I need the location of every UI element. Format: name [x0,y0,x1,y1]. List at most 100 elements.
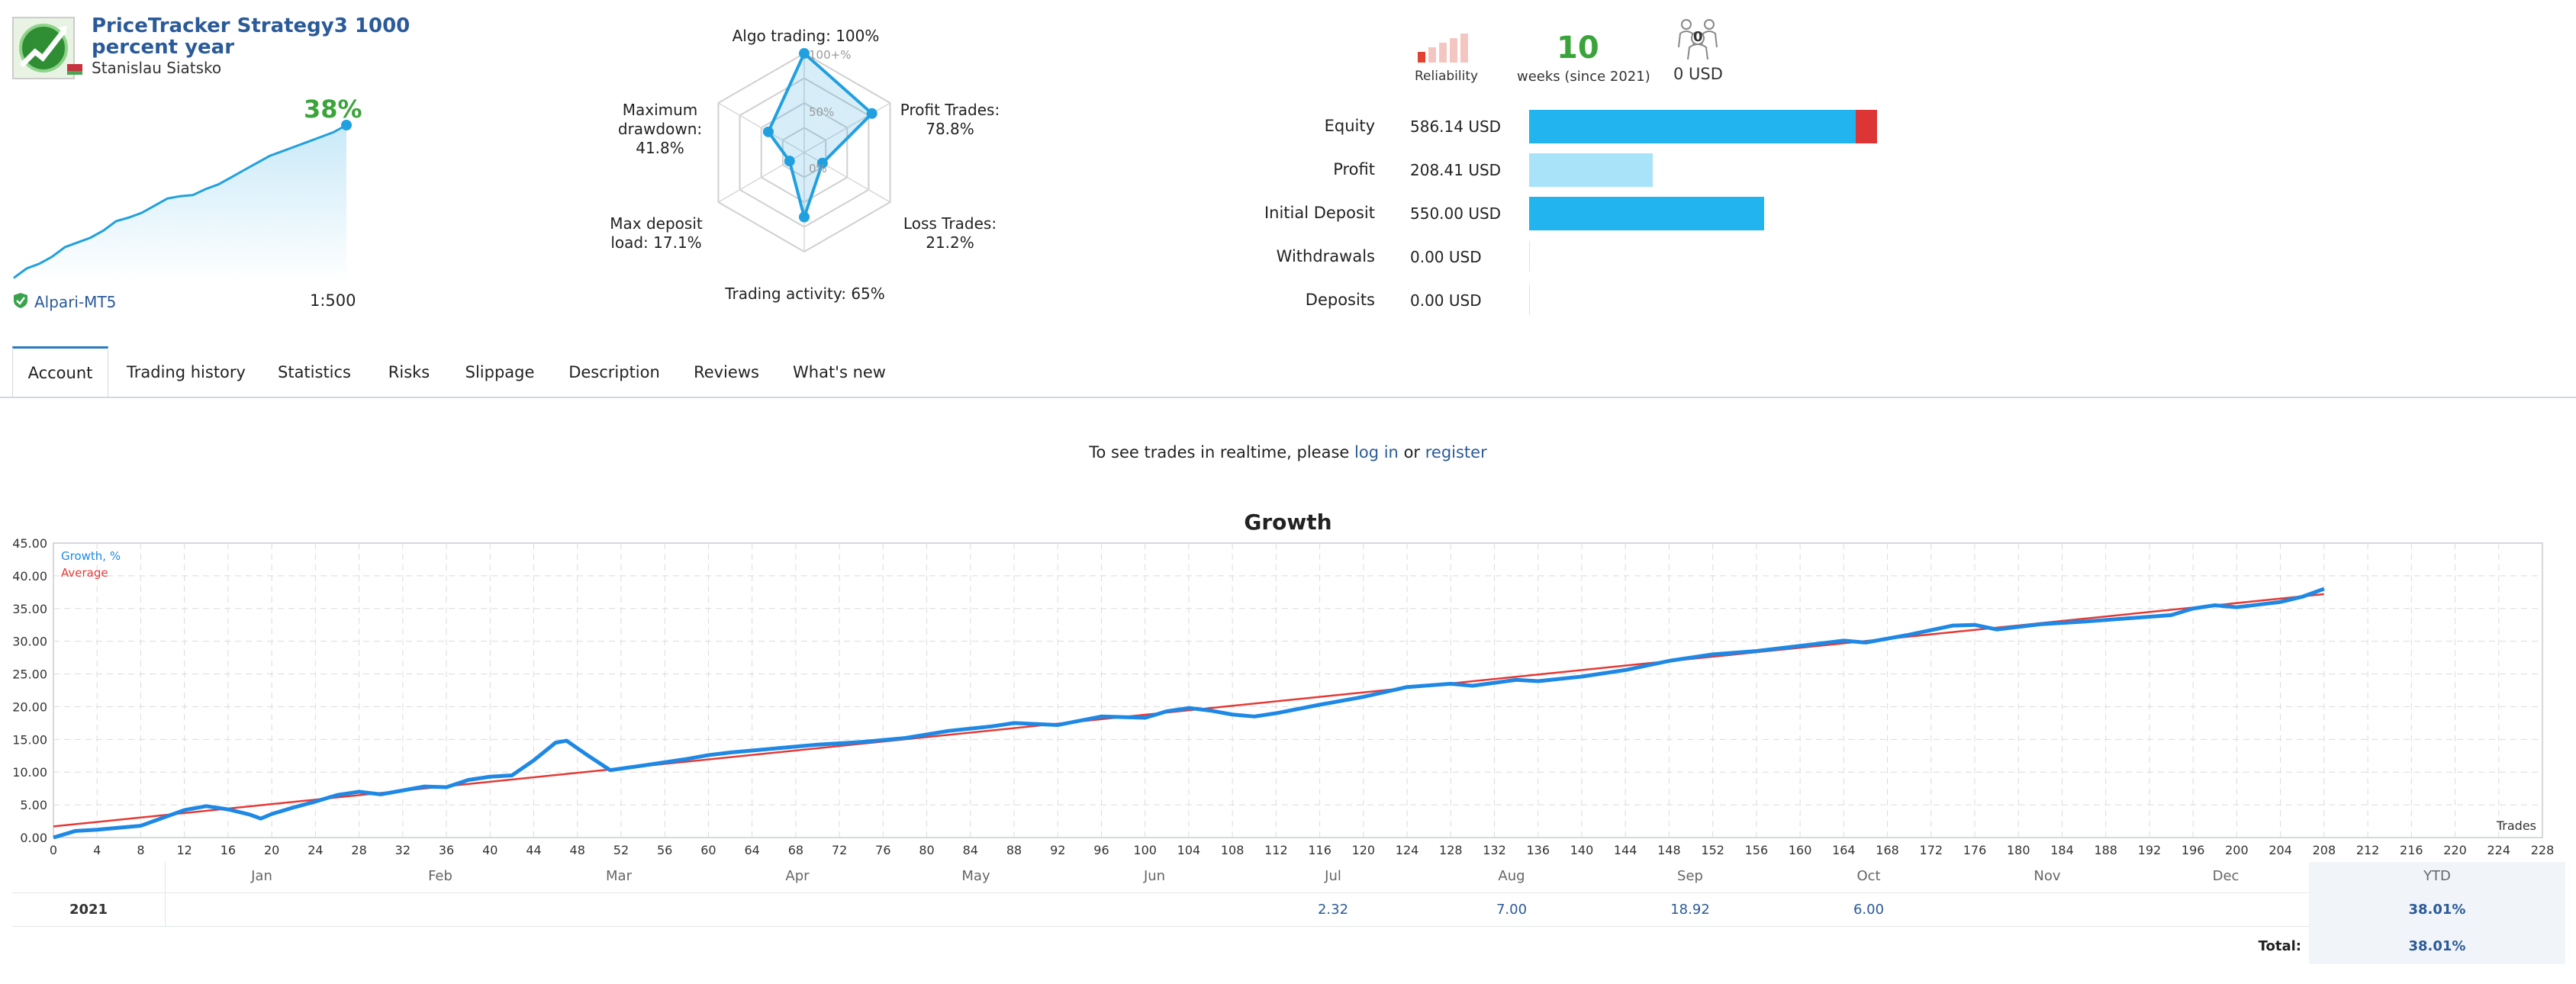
growth-chart-title: Growth [1244,510,1332,535]
x-tick-label: 60 [700,843,716,854]
verified-icon [12,292,29,309]
growth-percent: 38% [304,95,362,124]
x-tick-label: 188 [2094,843,2117,854]
table-divider-bottom [12,926,2565,927]
country-flag-icon [67,64,82,75]
x-tick-label: 88 [1006,843,1022,854]
weeks-label: weeks (since 2021) [1517,69,1650,85]
x-tick-label: 196 [2182,843,2205,854]
signal-logo-icon [14,18,73,78]
x-tick-label: 32 [395,843,411,854]
legend-average: Average [61,566,108,580]
tab-trading-history[interactable]: Trading history [127,363,246,381]
x-tick-label: 176 [1963,843,1987,854]
x-tick-label: 200 [2225,843,2249,854]
radar-point-0 [799,48,810,59]
leverage-value: 1:500 [310,291,356,310]
plot-area [53,542,2543,838]
month-header: Dec [2212,868,2240,884]
y-tick-label: 0.00 [20,831,47,845]
radar-point-3 [799,211,810,223]
login-link[interactable]: log in [1354,443,1399,461]
tab-statistics[interactable]: Statistics [278,363,351,381]
profit-label: Profit [1333,160,1375,178]
y-tick-label: 20.00 [12,699,47,714]
tab-risks[interactable]: Risks [388,363,430,381]
radar-tick-0: 0% [809,162,827,175]
tab-account[interactable]: Account [12,346,108,397]
y-tick-label: 25.00 [12,667,47,682]
x-tick-label: 180 [2007,843,2030,854]
radar-label-loss-trades: Loss Trades: 21.2% [903,214,997,252]
month-header: Mar [606,868,632,884]
x-tick-label: 192 [2138,843,2162,854]
growth-line [53,587,2325,840]
equity-balance-bar [1529,110,1856,143]
tab-description[interactable]: Description [568,363,660,381]
x-tick-label: 20 [264,843,279,854]
x-tick-label: 148 [1657,843,1681,854]
x-tick-label: 84 [963,843,978,854]
y-tick-label: 5.00 [20,798,47,812]
x-tick-label: 28 [351,843,366,854]
subscribers-value: 0 USD [1673,65,1723,83]
profit-value: 208.41 USD [1410,161,1502,179]
x-tick-label: 76 [875,843,890,854]
x-tick-label: 108 [1221,843,1245,854]
month-header: Sep [1677,868,1703,884]
month-value: 7.00 [1496,902,1528,918]
x-tick-label: 204 [2268,843,2292,854]
x-tick-label: 172 [1920,843,1943,854]
avatar[interactable] [12,17,75,79]
x-tick-label: 184 [2050,843,2074,854]
radar-axis-5 [718,102,805,153]
table-divider-top [12,892,2565,893]
month-value: 6.00 [1853,902,1885,918]
x-tick-label: 40 [482,843,497,854]
x-tick-label: 124 [1396,843,1419,854]
monthly-table: Jan Feb Mar Apr May Jun Jul 2.32 Aug 7.00 Sep 18.92… [12,862,2565,964]
month-value: 2.32 [1317,902,1349,918]
month-header: Jul [1325,868,1341,884]
register-link[interactable]: register [1425,443,1487,461]
profit-bar [1529,153,1653,187]
initial-deposit-label: Initial Deposit [1264,204,1375,222]
tab-bar: Account Trading history Statistics Risks… [0,346,2576,398]
tab-whats-new[interactable]: What's new [793,363,886,381]
x-tick-label: 72 [832,843,847,854]
month-header: Oct [1856,868,1881,884]
x-tick-label: 8 [137,843,144,854]
signal-title[interactable]: PriceTracker Strategy3 1000 percent year [92,14,411,59]
x-tick-label: 104 [1177,843,1201,854]
tab-reviews[interactable]: Reviews [694,363,759,381]
x-tick-label: 68 [788,843,803,854]
x-tick-label: 16 [221,843,236,854]
broker-link[interactable]: Alpari-MT5 [34,293,117,311]
withdrawals-value: 0.00 USD [1410,248,1482,266]
x-axis-label: Trades [2496,818,2536,833]
x-tick-label: 116 [1308,843,1331,854]
x-tick-label: 64 [744,843,759,854]
x-tick-label: 92 [1050,843,1065,854]
tab-slippage[interactable]: Slippage [465,363,535,381]
y-tick-label: 10.00 [12,765,47,780]
mini-chart-line [13,124,347,279]
x-tick-label: 100 [1133,843,1157,854]
x-tick-label: 160 [1789,843,1812,854]
notice-text: To see trades in realtime, please [1089,443,1350,461]
x-tick-label: 164 [1832,843,1856,854]
x-tick-label: 136 [1526,843,1550,854]
mini-chart-endpoint [341,120,352,130]
y-tick-label: 40.00 [12,569,47,584]
x-tick-label: 208 [2313,843,2336,854]
initial-deposit-value: 550.00 USD [1410,204,1502,223]
x-tick-label: 156 [1745,843,1769,854]
realtime-notice: To see trades in realtime, please log in… [0,443,2576,461]
radar-point-5 [762,126,774,137]
author-name[interactable]: Stanislau Siatsko [92,59,222,77]
radar-point-2 [816,157,828,169]
subscribers-icon [1674,17,1721,60]
x-tick-label: 128 [1439,843,1463,854]
x-tick-label: 216 [2400,843,2423,854]
